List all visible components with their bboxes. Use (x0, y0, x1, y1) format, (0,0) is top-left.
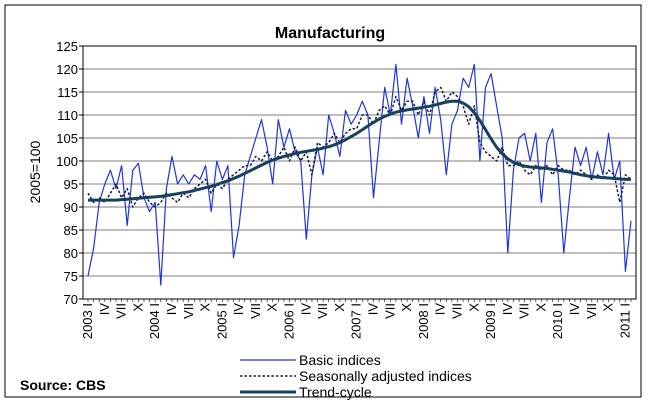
y-tick-label: 120 (56, 62, 78, 77)
x-tick-label: X (399, 303, 414, 312)
x-tick-label: X (265, 303, 280, 312)
y-axis-label: 2005=100 (27, 140, 43, 203)
x-tick-label: 2007 I (349, 303, 364, 339)
x-tick-label: 2008 I (416, 303, 431, 339)
x-tick-label: VII (114, 303, 129, 319)
x-tick-label: 2004 I (147, 303, 162, 339)
x-tick-label: 2006 I (282, 303, 297, 339)
x-tick-label: VII (584, 303, 599, 319)
source: Source: CBS (20, 377, 106, 393)
x-tick-label: 2003 I (80, 303, 95, 339)
x-tick-label: IV (433, 303, 448, 316)
x-tick-label: VII (382, 303, 397, 319)
legend-label: Seasonally adjusted indices (299, 368, 472, 384)
y-tick-label: 70 (64, 292, 78, 307)
x-tick-label: IV (164, 303, 179, 316)
x-tick-label: VII (517, 303, 532, 319)
x-tick-label: VII (449, 303, 464, 319)
y-tick-label: 75 (64, 269, 78, 284)
y-tick-label: 85 (64, 223, 78, 238)
y-tick-label: 95 (64, 177, 78, 192)
series-line (87, 86, 632, 208)
x-tick-label: VII (181, 303, 196, 319)
x-tick-label: VII (315, 303, 330, 319)
legend-label: Basic indices (299, 352, 381, 368)
x-tick-label: IV (231, 303, 246, 316)
x-tick-label: VII (248, 303, 263, 319)
x-tick-label: X (130, 303, 145, 312)
y-tick-label: 90 (64, 200, 78, 215)
x-tick-label: IV (365, 303, 380, 316)
x-tick-label: IV (567, 303, 582, 316)
y-tick-label: 110 (57, 108, 78, 123)
x-tick-label: 2005 I (214, 303, 229, 339)
y-tick-label: 100 (56, 154, 78, 169)
x-tick-label: 2011 I (617, 303, 632, 338)
y-tick-label: 105 (56, 131, 78, 146)
series-line (88, 99, 631, 202)
x-tick-label: 2010 I (550, 303, 565, 339)
series-line (87, 63, 632, 286)
x-tick-label: 2009 I (483, 303, 498, 339)
y-tick-label: 125 (56, 39, 78, 54)
x-tick-label: X (466, 303, 481, 312)
chart-title: Manufacturing (275, 25, 385, 42)
x-tick-label: IV (97, 303, 112, 316)
x-tick-label: X (198, 303, 213, 312)
x-tick-label: X (601, 303, 616, 312)
x-tick-label: X (332, 303, 347, 312)
y-tick-label: 115 (57, 85, 78, 100)
legend-label: Trend-cycle (299, 384, 372, 400)
x-tick-label: X (533, 303, 548, 312)
x-tick-label: IV (298, 303, 313, 316)
x-tick-label: IV (500, 303, 515, 316)
y-tick-label: 80 (64, 246, 78, 261)
